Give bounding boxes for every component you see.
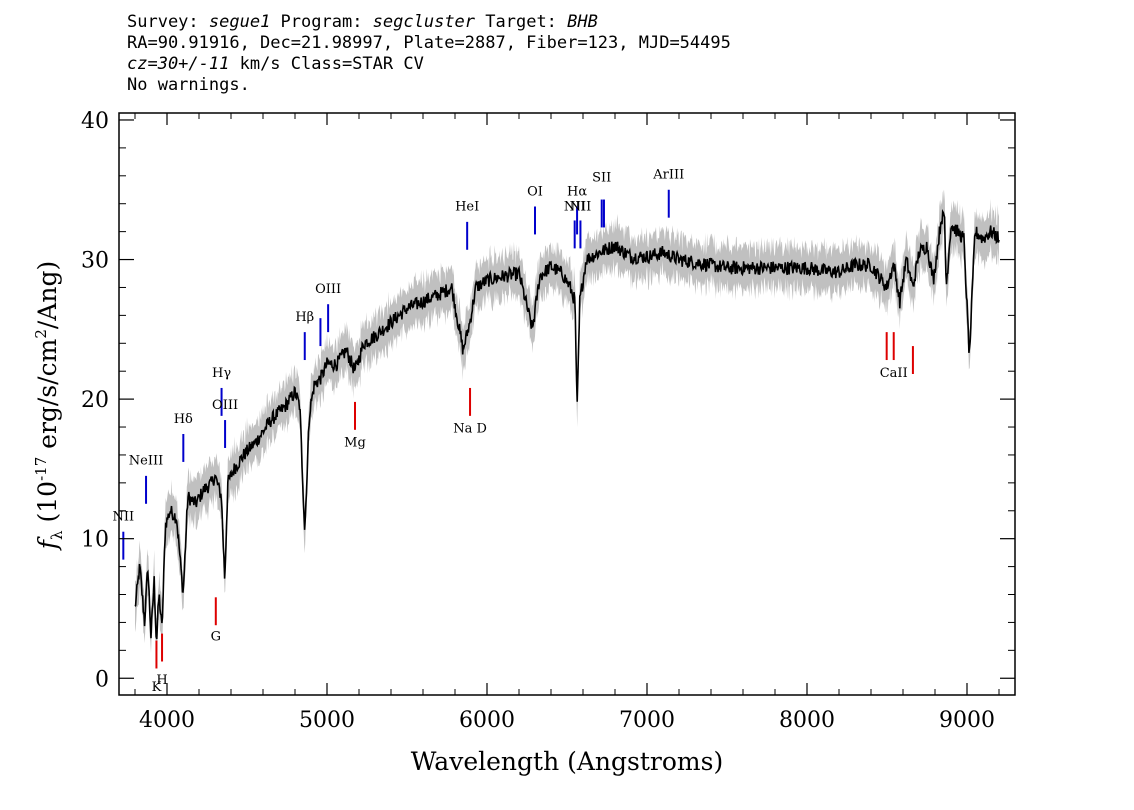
header-coordinates-line: RA=90.91916, Dec=21.98997, Plate=2887, F…: [127, 33, 731, 53]
y-axis-title-symbol: f: [33, 536, 62, 551]
line-marker-label: NII: [112, 510, 134, 525]
line-marker-label: CaII: [880, 366, 908, 381]
plot-frame: [118, 112, 1016, 696]
spectrum-header: Survey: segue1 Program: segcluster Targe…: [127, 12, 731, 96]
class-value: km/s Class=STAR CV: [229, 54, 424, 74]
y-tick-label: 40: [81, 109, 109, 134]
y-tick-label: 10: [81, 528, 109, 553]
y-tick-label: 30: [81, 249, 109, 274]
line-marker-label: HeI: [455, 200, 479, 215]
cz-value: cz=30+/-11: [127, 54, 230, 74]
x-tick-label: 4000: [139, 708, 195, 733]
y-axis-title-scale: (10: [33, 481, 62, 531]
error-band: [135, 189, 999, 662]
header-warnings-line: No warnings.: [127, 75, 250, 95]
line-marker-label: OI: [527, 184, 543, 199]
line-marker-label: Hγ: [212, 366, 231, 381]
line-marker-label: Hα: [567, 184, 587, 199]
x-tick-label: 6000: [459, 708, 515, 733]
flux-layer: [134, 208, 1000, 640]
y-tick-label: 0: [95, 667, 109, 692]
y-tick-label: 20: [81, 388, 109, 413]
header-redshift-line: cz=30+/-11 km/s Class=STAR CV: [127, 54, 731, 75]
survey-value: segue1: [208, 12, 271, 32]
line-marker-label: K: [152, 680, 162, 695]
line-marker-label: NII: [570, 200, 592, 215]
y-axis-title-unit-exponent: 2: [32, 329, 50, 339]
survey-prefix: Survey:: [127, 12, 209, 32]
line-marker-label: H: [156, 673, 167, 688]
axis-ticks-layer: 4000 5000 6000 7000 8000 9000 0 10 20 30 40: [81, 109, 1015, 733]
line-marker-label: SII: [592, 170, 611, 185]
y-axis-title-unit: erg/s/cm: [33, 338, 62, 456]
flux-series-line: [134, 208, 1000, 640]
header-survey-line: Survey: segue1 Program: segcluster Targe…: [127, 12, 731, 33]
x-tick-label: 5000: [299, 708, 355, 733]
target-value: BHB: [567, 12, 598, 32]
y-axis-title: fλ (10-17 erg/s/cm2/Ang): [32, 261, 66, 551]
line-marker-label: NeIII: [129, 454, 163, 469]
line-marker-label: OIII: [315, 282, 341, 297]
line-marker-label: G: [211, 630, 221, 645]
line-marker-label: Na D: [453, 422, 487, 437]
x-tick-label: 9000: [939, 708, 995, 733]
target-prefix: Target:: [475, 12, 568, 32]
x-tick-label: 7000: [619, 708, 675, 733]
line-marker-label: Hδ: [174, 412, 193, 427]
y-axis-title-subscript: λ: [48, 530, 66, 540]
program-value: segcluster: [372, 12, 476, 32]
x-tick-label: 8000: [779, 708, 835, 733]
program-prefix: Program:: [270, 12, 373, 32]
line-marker-label: NII: [564, 200, 586, 215]
y-axis-title-unit-end: /Ang): [33, 261, 62, 329]
line-marker-label: Hβ: [295, 310, 314, 325]
y-axis-title-exponent: -17: [32, 457, 50, 481]
error-band-layer: [135, 189, 999, 662]
line-marker-label: OIII: [212, 398, 238, 413]
x-axis-title: Wavelength (Angstroms): [411, 747, 723, 776]
line-marker-label: Mg: [344, 436, 366, 451]
line-marker-label: ArIII: [652, 168, 684, 183]
